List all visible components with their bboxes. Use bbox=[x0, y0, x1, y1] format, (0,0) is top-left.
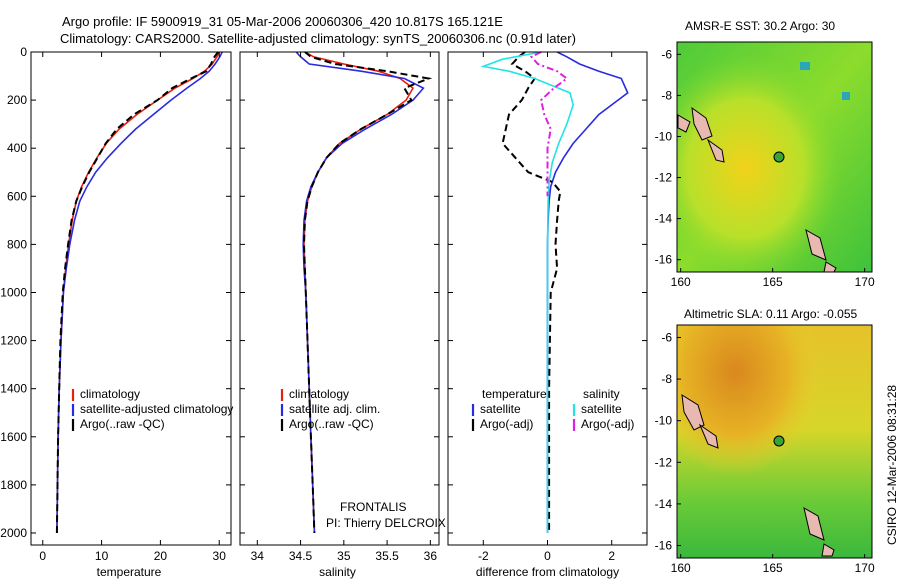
x-axis-label: temperature bbox=[97, 565, 162, 579]
series-line-argo-raw-qc- bbox=[55, 51, 219, 534]
profile-panel-3: -2 0 2 difference from climatology temperatu… bbox=[447, 51, 648, 579]
legend-entry: Argo(-adj) bbox=[581, 417, 634, 431]
axes-frame bbox=[239, 51, 440, 546]
y-tick-label: -10 bbox=[655, 414, 673, 428]
series-line-temperature-argo-adj- bbox=[501, 51, 562, 533]
island-shape bbox=[803, 506, 825, 541]
x-tick-label: 160 bbox=[671, 275, 691, 289]
x-axis-label: salinity bbox=[319, 565, 356, 579]
series-line-climatology bbox=[56, 51, 220, 534]
legend-entry: Argo(..raw -QC) bbox=[289, 417, 374, 431]
x-tick-label: 34.5 bbox=[289, 549, 313, 563]
legend-entry: satellite adj. clim. bbox=[289, 402, 380, 416]
y-tick-label: 1800 bbox=[0, 478, 27, 492]
x-tick-label: 170 bbox=[855, 275, 875, 289]
sla-map-title: Altimetric SLA: 0.11 Argo: -0.055 bbox=[684, 307, 858, 321]
series-line-salinity-satellite bbox=[480, 51, 575, 533]
legend-entry: climatology bbox=[80, 387, 140, 401]
island-shape bbox=[681, 394, 705, 431]
y-tick-label: 0 bbox=[20, 45, 27, 59]
pi-project: FRONTALIS bbox=[340, 500, 406, 514]
island-shape bbox=[691, 106, 713, 141]
y-tick-label: 1600 bbox=[0, 430, 27, 444]
x-axis-label: difference from climatology bbox=[476, 565, 619, 579]
sst-map bbox=[676, 41, 873, 273]
x-tick-label: 36 bbox=[424, 549, 438, 563]
sst-map-title: AMSR-E SST: 30.2 Argo: 30 bbox=[685, 19, 835, 33]
y-tick-label: 200 bbox=[7, 93, 27, 107]
series-line-climatology bbox=[303, 51, 415, 534]
x-tick-label: 165 bbox=[763, 275, 783, 289]
y-tick-label: -10 bbox=[655, 129, 673, 143]
series-line-argo-raw-qc- bbox=[302, 51, 433, 534]
sst-cool-spot bbox=[800, 62, 810, 70]
x-tick-label: 10 bbox=[95, 549, 109, 563]
y-tick-label: -14 bbox=[655, 497, 673, 511]
sst-map-frame bbox=[676, 41, 873, 273]
y-tick-label: -16 bbox=[655, 253, 673, 267]
island-shape bbox=[698, 423, 719, 449]
sla-map-frame bbox=[676, 324, 873, 559]
island-shape bbox=[821, 543, 835, 557]
pi-name: PI: Thierry DELCROIX bbox=[326, 516, 446, 530]
sst-map-ticks: 160 165 170 -6 -8 -10 -12 -14 -16 bbox=[655, 47, 875, 289]
y-tick-label: -12 bbox=[655, 171, 673, 185]
profile-panels: 0 10 20 30020040060080010001200140016001800… bbox=[0, 45, 648, 579]
profile-panel-2: 34 34.5 35 35.5 36 salinity climatologysatelli… bbox=[239, 51, 440, 579]
y-tick-label: 1400 bbox=[0, 382, 27, 396]
x-tick-label: 30 bbox=[213, 549, 227, 563]
legend-entry: climatology bbox=[289, 387, 349, 401]
side-stamp: CSIRO 12-Mar-2006 08:31:28 bbox=[885, 385, 899, 545]
y-tick-label: -6 bbox=[661, 47, 672, 61]
y-tick-label: -12 bbox=[655, 455, 673, 469]
legend-header: temperature bbox=[482, 387, 547, 401]
series-line-satellite-adjusted-climatology bbox=[56, 51, 223, 534]
sla-map bbox=[676, 324, 873, 559]
x-tick-label: 0 bbox=[39, 549, 46, 563]
legend-entry: satellite-adjusted climatology bbox=[80, 402, 233, 416]
x-tick-label: 35 bbox=[337, 549, 351, 563]
legend-entry: satellite bbox=[581, 402, 622, 416]
figure-title-line1: Argo profile: IF 5900919_31 05-Mar-2006 … bbox=[62, 14, 503, 29]
y-tick-label: 600 bbox=[7, 189, 27, 203]
legend-entry: satellite bbox=[480, 402, 521, 416]
x-tick-label: 165 bbox=[763, 561, 783, 575]
figure-title-line2: Climatology: CARS2000. Satellite-adjuste… bbox=[60, 31, 576, 46]
x-tick-label: -2 bbox=[478, 549, 489, 563]
profile-panel-1: 0 10 20 30 0 200 400 600 800 1000 1200 1400 1600 1800… bbox=[0, 45, 233, 579]
x-tick-label: 20 bbox=[154, 549, 168, 563]
sla-map-ticks: 160 165 170 -6 -8 -10 -12 -14 -16 bbox=[655, 330, 875, 575]
series-line-satellite-adj-clim- bbox=[295, 51, 425, 534]
x-tick-label: 0 bbox=[544, 549, 551, 563]
sst-cool-spot bbox=[842, 92, 850, 100]
axes-frame bbox=[30, 51, 232, 546]
y-tick-label: -8 bbox=[661, 88, 672, 102]
argo-float-marker bbox=[773, 151, 785, 163]
y-tick-label: 400 bbox=[7, 141, 27, 155]
legend-header: salinity bbox=[583, 387, 620, 401]
legend-entry: Argo(..raw -QC) bbox=[80, 417, 165, 431]
series-line-salinity-argo-adj- bbox=[529, 51, 569, 197]
x-tick-label: 2 bbox=[608, 549, 615, 563]
y-tick-label: -14 bbox=[655, 212, 673, 226]
y-tick-label: -16 bbox=[655, 539, 673, 553]
y-tick-label: 800 bbox=[7, 237, 27, 251]
island-shape bbox=[805, 228, 827, 261]
y-tick-label: -8 bbox=[661, 372, 672, 386]
x-tick-label: 34 bbox=[251, 549, 265, 563]
island-shape bbox=[706, 138, 725, 163]
y-tick-label: 1200 bbox=[0, 334, 27, 348]
legend-entry: Argo(-adj) bbox=[480, 417, 533, 431]
y-tick-label: 2000 bbox=[0, 526, 27, 540]
y-tick-label: -6 bbox=[661, 330, 672, 344]
argo-float-marker bbox=[773, 435, 785, 447]
x-tick-label: 35.5 bbox=[375, 549, 399, 563]
y-tick-label: 1000 bbox=[0, 285, 27, 299]
x-tick-label: 170 bbox=[855, 561, 875, 575]
island-shape bbox=[677, 114, 691, 133]
x-tick-label: 160 bbox=[671, 561, 691, 575]
series-line-temperature-satellite bbox=[546, 51, 629, 533]
